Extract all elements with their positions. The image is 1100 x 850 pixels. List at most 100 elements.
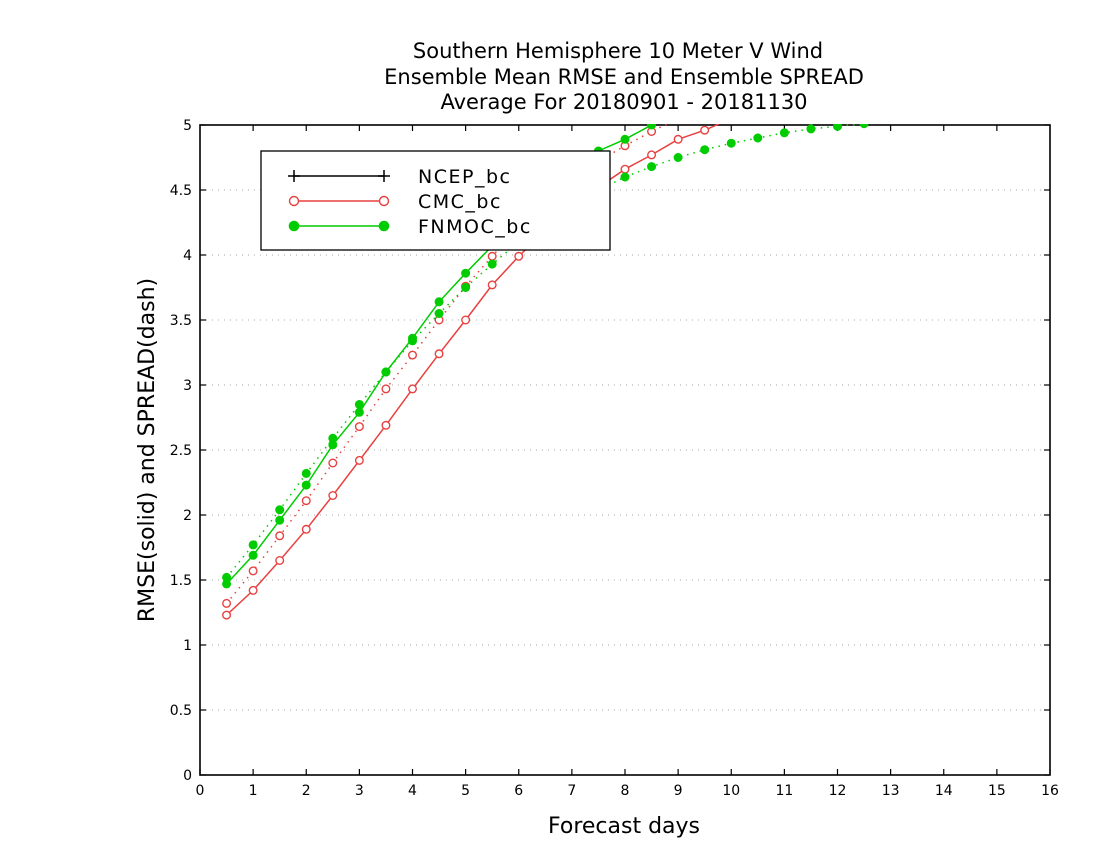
data-point <box>647 150 657 160</box>
y-axis-title: RMSE(solid) and SPREAD(dash) <box>135 278 160 622</box>
data-point <box>434 349 444 359</box>
data-point <box>354 407 364 417</box>
data-point <box>328 491 338 501</box>
data-point <box>647 124 657 130</box>
x-tick-label: 5 <box>461 783 470 799</box>
x-tick-label: 2 <box>302 783 311 799</box>
x-tick-label: 8 <box>621 783 630 799</box>
data-point <box>647 162 657 172</box>
data-point <box>248 585 258 595</box>
data-point <box>328 433 338 443</box>
data-point <box>700 125 710 135</box>
y-tick-label: 4 <box>183 248 192 264</box>
data-point <box>248 566 258 576</box>
x-tick-label: 0 <box>196 783 205 799</box>
x-tick-label: 14 <box>935 783 953 799</box>
data-point <box>408 350 418 360</box>
data-point <box>354 455 364 465</box>
y-tick-label: 2.5 <box>170 443 192 459</box>
data-point <box>620 172 630 182</box>
y-tick-label: 3.5 <box>170 313 192 329</box>
data-point <box>674 115 682 123</box>
chart-title: Southern Hemisphere 10 Meter V Wind Ense… <box>384 39 864 114</box>
data-point <box>354 399 364 409</box>
legend-marker <box>378 195 390 207</box>
legend-label: CMC_bc <box>418 191 502 213</box>
x-tick-label: 11 <box>775 783 793 799</box>
data-point <box>301 468 311 478</box>
data-point <box>461 282 471 292</box>
data-point <box>753 133 763 143</box>
data-point <box>408 384 418 394</box>
data-point <box>275 505 285 515</box>
data-point <box>222 572 232 582</box>
data-point <box>275 556 285 566</box>
y-tick-label: 3 <box>183 378 192 394</box>
data-point <box>301 480 311 490</box>
data-point <box>301 524 311 534</box>
data-point <box>620 134 630 144</box>
data-point <box>354 422 364 432</box>
data-point <box>461 268 471 278</box>
legend-marker <box>288 220 300 232</box>
x-tick-label: 13 <box>882 783 900 799</box>
legend-item-fnmoc-bc: FNMOC_bc <box>288 216 532 238</box>
data-point <box>700 145 710 155</box>
x-tick-label: 9 <box>674 783 683 799</box>
data-point <box>381 420 391 430</box>
x-tick-label: 15 <box>988 783 1006 799</box>
data-point <box>487 259 497 269</box>
data-point <box>806 124 816 134</box>
data-point <box>727 115 735 123</box>
x-tick-label: 6 <box>514 783 523 799</box>
data-point <box>301 496 311 506</box>
y-tick-label: 5 <box>183 118 192 134</box>
y-tick-label: 4.5 <box>170 183 192 199</box>
legend-marker <box>288 195 300 207</box>
legend-item-ncep-bc: NCEP_bc <box>288 166 510 188</box>
data-point <box>381 367 391 377</box>
data-point <box>222 610 232 620</box>
data-point <box>461 315 471 325</box>
chart-title-line-2: Ensemble Mean RMSE and Ensemble SPREAD <box>384 65 864 89</box>
y-tick-label: 1 <box>183 638 192 654</box>
legend: NCEP_bc CMC_bc FNMOC_bc <box>260 150 611 251</box>
y-tick-label: 0.5 <box>170 703 192 719</box>
data-point <box>620 164 630 174</box>
data-point <box>514 251 524 261</box>
data-point <box>487 251 497 261</box>
x-axis-title: Forecast days <box>548 814 700 839</box>
x-tick-label: 10 <box>722 783 740 799</box>
data-point <box>248 550 258 560</box>
data-point <box>381 384 391 394</box>
data-point <box>673 134 683 144</box>
data-point <box>248 540 258 550</box>
data-point <box>779 128 789 138</box>
legend-label: FNMOC_bc <box>418 216 532 238</box>
data-point <box>407 336 417 346</box>
data-point <box>833 124 842 131</box>
series-line <box>226 124 721 616</box>
chart-title-line-3: Average For 20180901 - 20181130 <box>440 90 807 114</box>
data-point <box>275 515 285 525</box>
data-point <box>859 124 869 129</box>
x-tick-label: 12 <box>829 783 847 799</box>
x-tick-label: 3 <box>355 783 364 799</box>
data-point <box>673 153 683 163</box>
x-tick-label: 7 <box>567 783 576 799</box>
axes: 0 1 2 3 4 5 6 7 8 9 10 11 12 13 14 15 1600.511.522.533.5… <box>170 118 1059 799</box>
y-tick-label: 2 <box>183 508 192 524</box>
data-point <box>328 458 338 468</box>
x-tick-label: 4 <box>408 783 417 799</box>
data-point <box>275 531 285 541</box>
y-tick-label: 1.5 <box>170 573 192 589</box>
legend-marker <box>378 220 390 232</box>
data-point <box>434 297 444 307</box>
y-tick-label: 0 <box>183 768 192 784</box>
x-tick-label: 16 <box>1041 783 1059 799</box>
data-point <box>222 598 232 608</box>
legend-item-cmc-bc: CMC_bc <box>288 191 502 213</box>
gridlines <box>200 189 1050 711</box>
x-tick-label: 1 <box>249 783 258 799</box>
